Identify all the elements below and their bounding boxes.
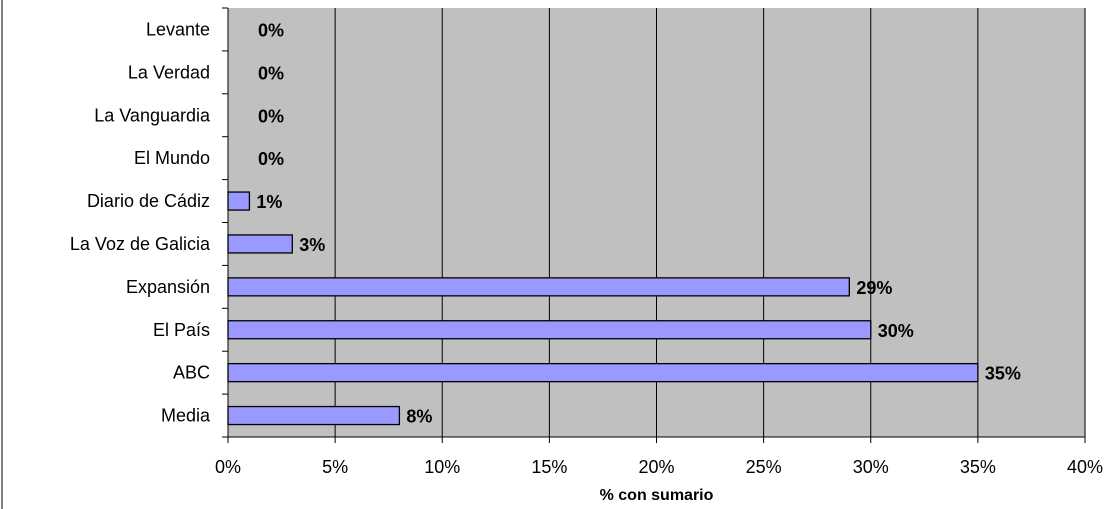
bar [227,320,872,340]
category-label: La Vanguardia [94,105,211,125]
bar [227,405,401,426]
x-axis-title: % con sumario [600,487,714,504]
data-label: 8% [406,407,432,427]
bar [227,191,251,211]
category-label: La Voz de Galicia [70,234,211,254]
category-label: La Verdad [128,62,210,82]
category-label: Diario de Cádiz [87,191,210,211]
category-label: Levante [146,19,210,39]
data-label: 0% [258,20,284,40]
data-label: 35% [985,364,1021,384]
data-label: 0% [258,149,284,169]
x-tick-label: 5% [322,457,348,477]
data-label: 29% [856,278,892,298]
data-label: 0% [258,106,284,126]
category-label: El Mundo [134,148,210,168]
bar [227,234,293,254]
category-labels: Levante La Verdad La Vanguardia El Mundo Dia… [70,19,211,425]
data-labels: 0% 0% 0% 0% 1% 3% 29% 30% 35% 8% [256,20,1020,426]
x-tick-label: 10% [424,457,460,477]
data-label: 1% [256,192,282,212]
x-tick-label: 40% [1067,457,1103,477]
data-label: 0% [258,63,284,83]
x-tick-label: 35% [960,457,996,477]
bar [227,362,979,383]
x-tick-label: 25% [746,457,782,477]
x-tick-label: 20% [638,457,674,477]
x-tick-label: 30% [853,457,889,477]
tick-labels: 0% 5% 10% 15% 20% 25% 30% 35% 40% [215,457,1103,477]
x-tick-label: 15% [531,457,567,477]
axes [1,0,1086,509]
x-tick-label: 0% [215,457,241,477]
bar [227,277,850,297]
bars [227,191,979,426]
category-label: Media [161,406,211,426]
data-label: 30% [878,321,914,341]
category-label: Expansión [126,277,210,297]
data-label: 3% [299,235,325,255]
category-label: ABC [173,363,210,383]
category-label: El País [153,320,210,340]
